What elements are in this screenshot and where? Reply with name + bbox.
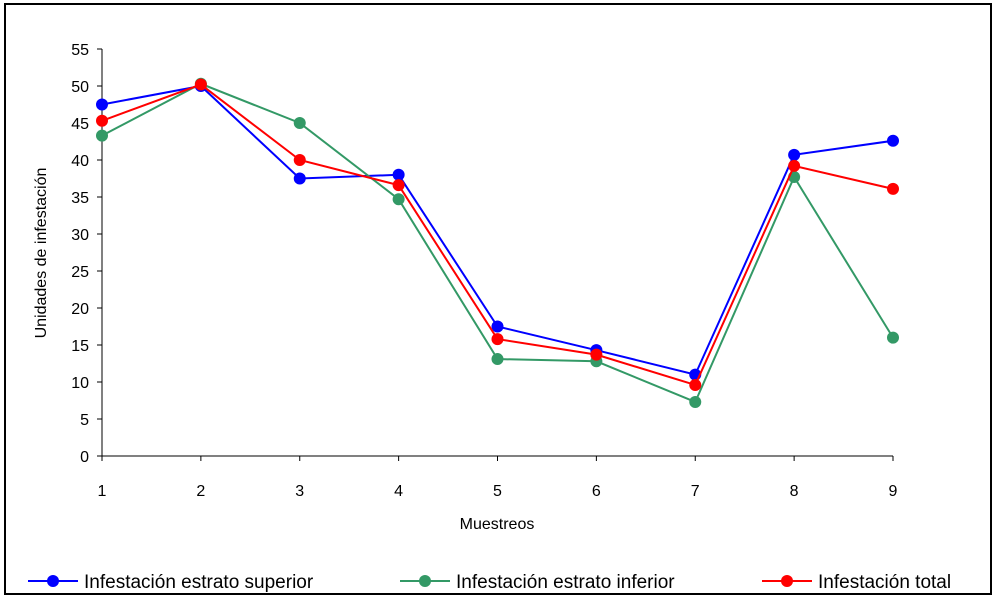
legend-marker xyxy=(47,575,59,587)
x-tick-label: 4 xyxy=(394,483,403,500)
legend-marker xyxy=(781,575,793,587)
series-3 xyxy=(96,78,899,391)
data-point xyxy=(887,134,899,147)
data-point xyxy=(887,331,899,344)
data-point xyxy=(293,154,306,166)
y-tick-label: 30 xyxy=(71,227,89,244)
data-point xyxy=(491,353,504,366)
x-tick-label: 3 xyxy=(295,483,304,500)
data-point xyxy=(392,193,405,206)
legend: Infestación estrato superior Infestación … xyxy=(28,572,951,593)
x-tick-label: 8 xyxy=(790,483,799,500)
y-tick-label: 40 xyxy=(71,153,89,170)
y-tick-label: 55 xyxy=(71,42,89,59)
data-point xyxy=(96,98,108,111)
data-point xyxy=(887,182,899,195)
legend-item: Infestación total xyxy=(762,572,951,593)
x-axis-title: Muestreos xyxy=(460,516,535,533)
data-point xyxy=(788,148,801,161)
data-point xyxy=(491,333,504,346)
y-tick-label: 10 xyxy=(71,375,89,392)
series-2 xyxy=(96,77,899,408)
y-tick-label: 15 xyxy=(71,338,89,355)
x-tick-label: 7 xyxy=(691,483,700,500)
legend-item: Infestación estrato inferior xyxy=(400,572,675,593)
legend-label: Infestación total xyxy=(818,572,951,593)
y-tick-label: 25 xyxy=(71,264,89,281)
x-tick-label: 6 xyxy=(592,483,601,500)
x-tick-label: 1 xyxy=(98,483,107,500)
y-axis-title: Unidades de infestación xyxy=(33,168,50,339)
legend-label: Infestación estrato inferior xyxy=(456,572,675,593)
y-tick-label: 5 xyxy=(80,412,89,429)
data-point xyxy=(689,395,702,408)
x-tick-label: 5 xyxy=(493,483,502,500)
y-tick-label: 35 xyxy=(71,190,89,207)
data-point xyxy=(96,129,108,142)
legend-label: Infestación estrato superior xyxy=(84,572,314,593)
legend-item: Infestación estrato superior xyxy=(28,572,314,593)
x-tick-label: 2 xyxy=(196,483,205,500)
x-tick-label: 9 xyxy=(889,483,898,500)
data-point xyxy=(96,114,108,127)
data-point xyxy=(293,172,306,185)
data-point xyxy=(590,348,603,361)
y-tick-label: 50 xyxy=(71,79,89,96)
series-layer xyxy=(96,77,899,408)
data-point xyxy=(788,159,801,172)
legend-marker xyxy=(419,575,431,587)
y-tick-label: 0 xyxy=(80,449,89,466)
data-point xyxy=(293,117,306,129)
data-point xyxy=(392,179,405,192)
data-point xyxy=(491,320,504,333)
y-tick-label: 45 xyxy=(71,116,89,133)
y-tick-label: 20 xyxy=(71,301,89,318)
data-point xyxy=(392,168,405,181)
data-point xyxy=(689,378,702,391)
data-point xyxy=(194,78,207,91)
